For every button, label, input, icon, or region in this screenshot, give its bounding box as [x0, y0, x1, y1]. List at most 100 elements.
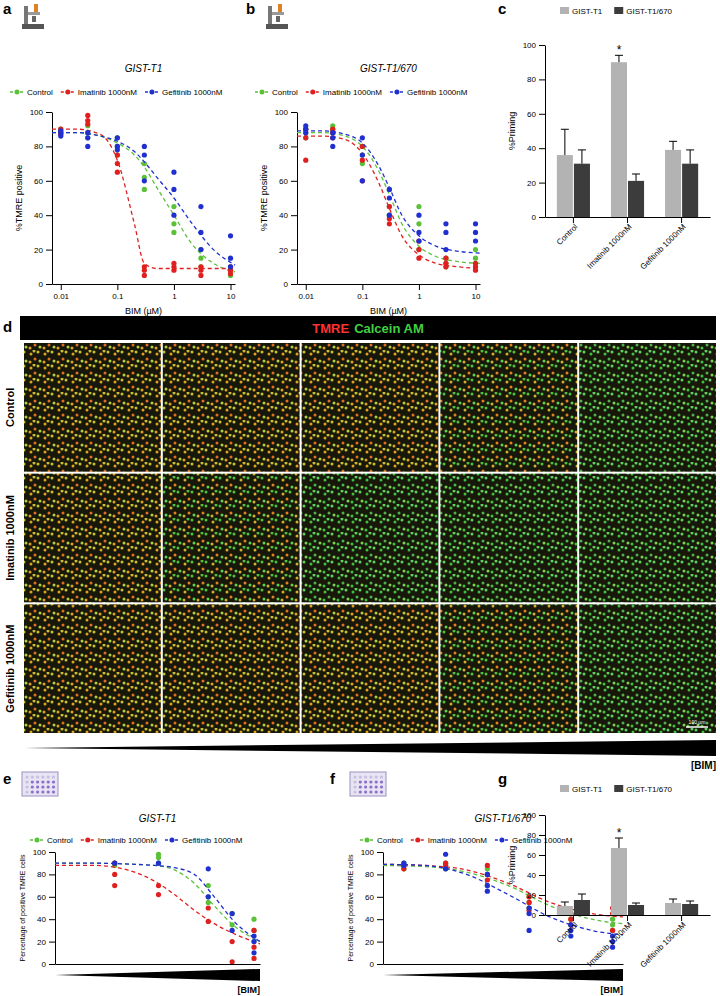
- icon-part: [22, 772, 58, 796]
- icon-part: [25, 790, 28, 793]
- icon-part: [276, 16, 280, 22]
- bar: [665, 150, 681, 217]
- micrograph-cell: [163, 343, 300, 472]
- point: [485, 872, 490, 877]
- tick-mark: [627, 217, 628, 223]
- point: [473, 238, 478, 243]
- row-label: Control: [4, 388, 16, 427]
- point: [360, 178, 365, 183]
- point: [387, 213, 392, 218]
- point: [485, 872, 490, 877]
- icon-part: [359, 790, 362, 793]
- legend-marker: [394, 90, 399, 95]
- point: [198, 273, 203, 278]
- point: [330, 130, 335, 135]
- icon-part: [36, 790, 39, 793]
- point: [171, 204, 176, 209]
- tick-label: Control: [555, 222, 580, 247]
- tick: 0.1: [357, 284, 369, 301]
- tick-label: 40: [279, 211, 288, 220]
- y-axis: 020406080100: [361, 848, 384, 969]
- point: [485, 889, 490, 894]
- tick-label: 60: [37, 893, 46, 902]
- point: [85, 113, 90, 118]
- tick-label: 60: [527, 851, 536, 860]
- axis-line: [545, 46, 546, 218]
- axis-line: [56, 964, 261, 965]
- error-cap: [561, 129, 569, 130]
- axis-line: [383, 853, 384, 965]
- legend-label: Gefitinib 1000nM: [162, 88, 223, 97]
- icon-part: [24, 6, 28, 24]
- bar: [557, 906, 573, 915]
- point: [230, 911, 235, 916]
- micrograph-cell: [24, 474, 161, 603]
- tick: 40: [279, 211, 297, 220]
- error-stem: [564, 902, 565, 906]
- axis-line: [298, 284, 481, 285]
- point: [58, 133, 63, 138]
- row-label: Gefitinib 1000nM: [4, 625, 16, 713]
- error-stem: [564, 129, 565, 155]
- point: [387, 204, 392, 209]
- legend-item: Imatinib 1000nM: [411, 836, 487, 845]
- micrograph-cell: [24, 343, 161, 472]
- icon-part: [31, 790, 34, 793]
- point: [443, 247, 448, 252]
- icon-part: [380, 780, 383, 783]
- icon-part: [380, 775, 383, 778]
- legend-label: Gefitinib 1000nM: [182, 836, 243, 845]
- point: [387, 221, 392, 226]
- point: [360, 158, 365, 163]
- tick: 80: [34, 142, 52, 151]
- legend-item: Control: [255, 88, 298, 97]
- y-axis: 020406080100: [523, 811, 546, 920]
- legend-label: Imatinib 1000nM: [323, 88, 382, 97]
- point: [198, 256, 203, 261]
- tick-mark: [117, 284, 118, 290]
- x-axis: 0.010.1110: [53, 284, 237, 301]
- tick-mark: [419, 284, 420, 290]
- tick-label: 20: [279, 246, 288, 255]
- point: [115, 135, 120, 140]
- point: [443, 230, 448, 235]
- tick-label: 0: [532, 911, 537, 920]
- error-bar: [561, 902, 569, 906]
- point: [156, 861, 161, 866]
- icon-part: [36, 785, 39, 788]
- point: [230, 928, 235, 933]
- tick-mark: [539, 148, 545, 149]
- tick: 20: [527, 891, 545, 900]
- point: [360, 152, 365, 157]
- tick: 0: [370, 960, 383, 969]
- tick: 0: [532, 911, 545, 920]
- tick: Imatinib 1000nM: [585, 915, 633, 969]
- point: [360, 152, 365, 157]
- point: [330, 130, 335, 135]
- tick-label: Imatinib 1000nM: [585, 222, 633, 270]
- x-axis: ControlImatinib 1000nMGefitinib 1000nM: [546, 915, 711, 970]
- panel: TMRECalcein AMControlImatinib 1000nMGefi…: [3, 316, 716, 771]
- tick: 40: [34, 211, 52, 220]
- plot-area: [557, 838, 698, 915]
- point: [142, 152, 147, 157]
- icon-part: [32, 16, 36, 22]
- icon-part: [375, 775, 378, 778]
- tick: 0: [532, 213, 545, 222]
- tick: 1: [417, 284, 422, 301]
- point: [416, 213, 421, 218]
- icon-part: [34, 4, 38, 12]
- point: [198, 204, 203, 209]
- error-stem: [673, 141, 674, 150]
- icon-part: [52, 775, 55, 778]
- tick: 60: [365, 893, 383, 902]
- point: [112, 872, 117, 877]
- tick-mark: [539, 895, 545, 896]
- legend-label: Control: [377, 836, 403, 845]
- figure: aGIST-T1ControlImatinib 1000nMGefitinib …: [0, 0, 720, 996]
- tick: 20: [279, 246, 297, 255]
- point: [206, 919, 211, 924]
- point: [206, 894, 211, 899]
- icon-part: [41, 775, 44, 778]
- point: [416, 238, 421, 243]
